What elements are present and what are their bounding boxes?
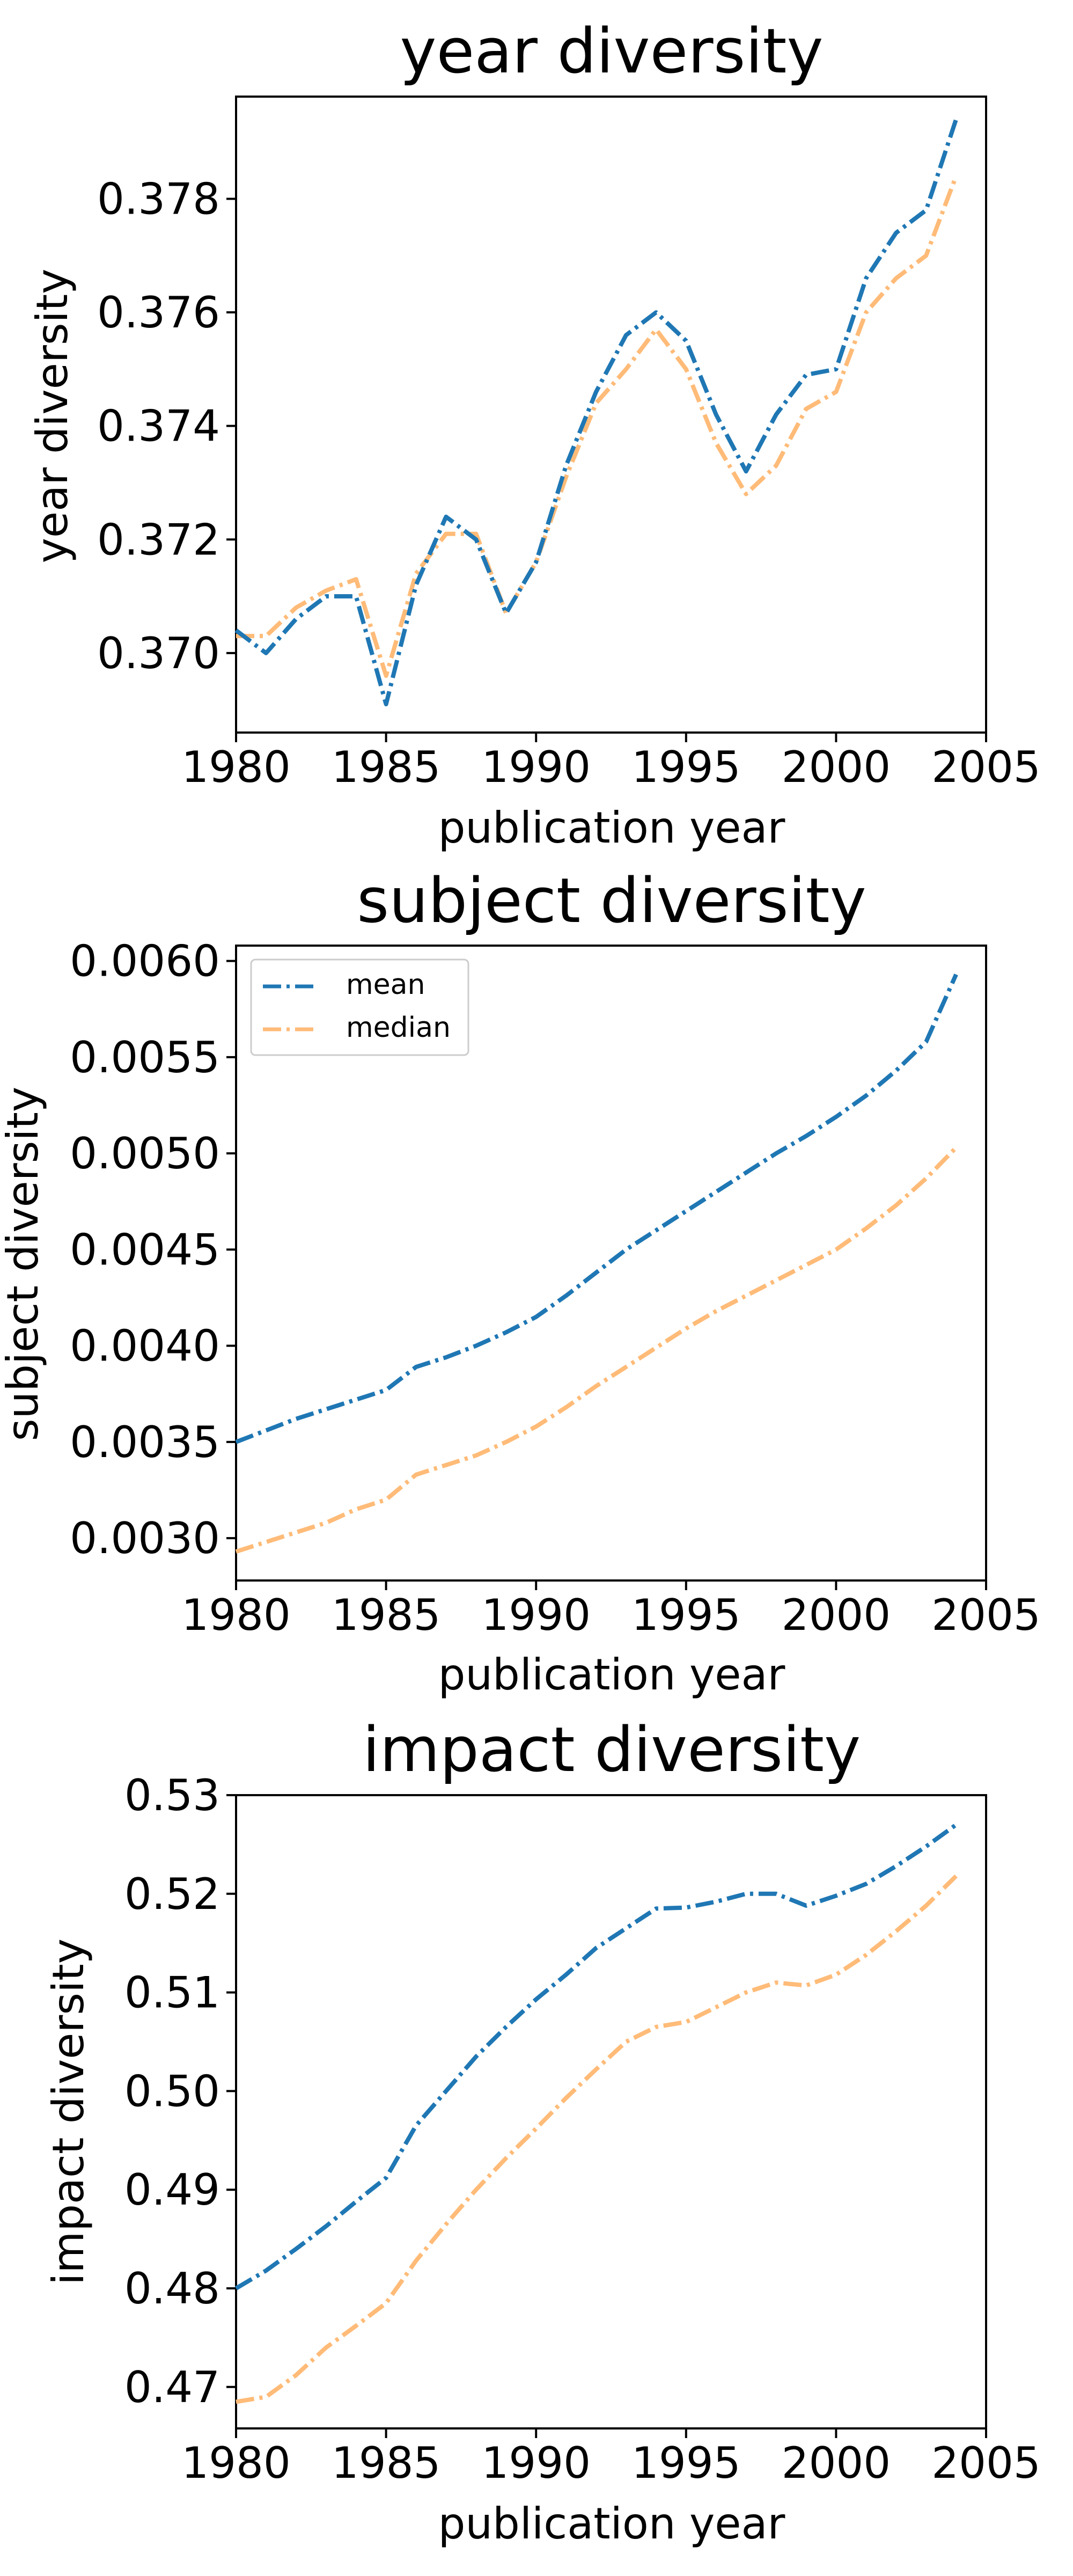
x-tick-label: 1980: [181, 1590, 291, 1640]
y-tick-label: 0.0055: [70, 1033, 220, 1082]
plot-frame: [235, 1794, 987, 2429]
y-tick-label: 0.53: [124, 1770, 220, 1820]
series-group: [235, 974, 958, 1554]
y-tick-label: 0.374: [97, 401, 220, 451]
x-axis-label: publication year: [438, 803, 785, 853]
series-group: [234, 1823, 958, 2404]
x-tick-label: 1990: [481, 2438, 591, 2488]
y-axis-label: impact diversity: [43, 1938, 93, 2285]
y-tick-label: 0.0030: [70, 1513, 220, 1563]
y-tick-label: 0.52: [124, 1869, 220, 1919]
x-tick-label: 1990: [481, 1590, 591, 1640]
legend-label-mean: mean: [346, 969, 425, 1001]
plot-frame: [235, 96, 987, 734]
series-line-mean: [235, 974, 958, 1444]
x-tick-label: 1985: [332, 2438, 441, 2488]
x-tick-label: 1980: [181, 2438, 291, 2488]
series-line-mean: [234, 1823, 958, 2290]
y-tick-label: 0.372: [97, 515, 220, 565]
x-axis-label: publication year: [438, 1650, 785, 1700]
x-tick-label: 2005: [931, 2438, 1041, 2488]
series-line-median: [236, 1874, 958, 2404]
y-ticks: 0.0030 0.0035 0.0040 0.0045 0.0050 0.0055 0.00…: [70, 936, 236, 1563]
y-axis-label: subject diversity: [0, 1087, 48, 1441]
x-axis-label: publication year: [438, 2499, 785, 2549]
chart-title: impact diversity: [363, 1714, 861, 1786]
x-ticks: 1980 1985 1990 1995 2000 2005: [181, 2428, 1041, 2488]
x-tick-label: 1985: [332, 1590, 441, 1640]
y-tick-label: 0.48: [124, 2264, 220, 2314]
y-tick-label: 0.0050: [70, 1129, 220, 1179]
y-tick-label: 0.51: [124, 1968, 220, 2018]
chart-title: subject diversity: [357, 865, 866, 937]
x-tick-label: 2005: [931, 742, 1041, 792]
plot-frame: [235, 945, 987, 1582]
y-tick-label: 0.50: [124, 2066, 220, 2116]
x-tick-label: 1995: [631, 2438, 741, 2488]
y-tick-label: 0.47: [124, 2362, 220, 2412]
y-tick-label: 0.49: [124, 2165, 220, 2215]
x-ticks: 1980 1985 1990 1995 2000 2005: [181, 1580, 1041, 1640]
series-line-median: [235, 1146, 958, 1554]
panel-subject-diversity: subject diversity subject diversity publ…: [0, 865, 1041, 1700]
chart-title: year diversity: [400, 16, 823, 87]
y-ticks: 0.47 0.48 0.49 0.50 0.51 0.52 0.53: [124, 1770, 236, 2412]
series-line-median: [236, 175, 958, 678]
panel-impact-diversity: impact diversity impact diversity public…: [43, 1714, 1041, 2549]
y-tick-label: 0.370: [97, 628, 220, 678]
legend-label-median: median: [346, 1012, 451, 1044]
y-tick-label: 0.0045: [70, 1225, 220, 1275]
y-tick-label: 0.378: [97, 174, 220, 224]
legend: mean median: [250, 958, 469, 1056]
x-tick-label: 2000: [782, 2438, 891, 2488]
panel-year-diversity: year diversity year diversity publicatio…: [27, 16, 1041, 853]
x-tick-label: 1985: [332, 742, 441, 792]
x-tick-label: 2000: [782, 742, 891, 792]
series-group: [234, 119, 958, 707]
x-tick-label: 1995: [631, 1590, 741, 1640]
x-tick-label: 2000: [782, 1590, 891, 1640]
x-tick-label: 2005: [931, 1590, 1041, 1640]
series-line-mean: [234, 119, 958, 707]
y-tick-label: 0.0040: [70, 1321, 220, 1371]
y-tick-label: 0.0035: [70, 1417, 220, 1467]
x-tick-label: 1990: [481, 742, 591, 792]
y-axis-label: year diversity: [27, 269, 77, 564]
x-ticks: 1980 1985 1990 1995 2000 2005: [181, 733, 1041, 792]
y-ticks: 0.370 0.372 0.374 0.376 0.378: [97, 174, 236, 678]
y-tick-label: 0.376: [97, 288, 220, 338]
x-tick-label: 1980: [181, 742, 291, 792]
x-tick-label: 1995: [631, 742, 741, 792]
y-tick-label: 0.0060: [70, 936, 220, 986]
